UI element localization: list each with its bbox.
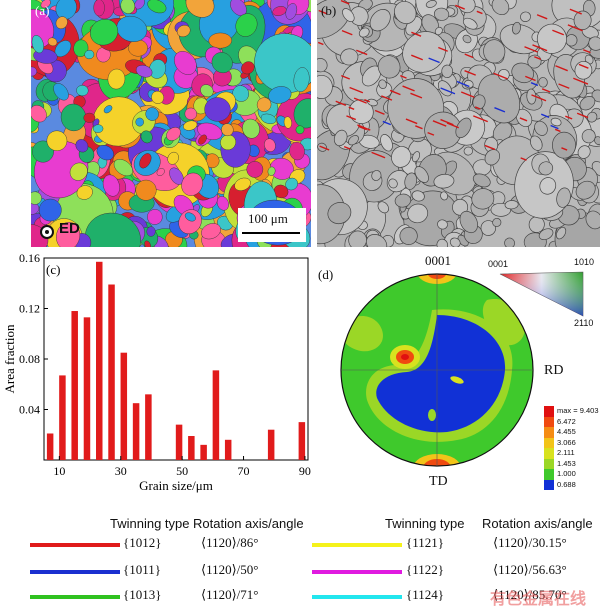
intensity-colorbar: max = 9.403 6.472 4.455 3.066 2.111 1.453 1.00… [544, 406, 600, 490]
colorbar-label: 1.000 [557, 469, 576, 478]
colorbar-row: max = 9.403 [544, 406, 600, 417]
bar [46, 433, 54, 460]
colorbar-row: 4.455 [544, 427, 600, 438]
legend-rot-left-1: ⟨1120⟩/50° [201, 562, 259, 577]
pole-label-0001: 0001 [425, 253, 451, 268]
x-tick-label: 50 [176, 464, 188, 478]
bar [71, 311, 78, 460]
bar [59, 375, 66, 460]
y-tick-label: 0.04 [19, 403, 40, 417]
legend-line-left-2 [30, 595, 120, 599]
legend-type-left-0: {1012} [123, 535, 162, 550]
y-tick-label: 0.16 [19, 251, 40, 265]
x-tick-label: 10 [53, 464, 65, 478]
x-tick-label: 70 [238, 464, 250, 478]
legend-header-rot-right: Rotation axis/angle [482, 516, 593, 531]
bar [212, 370, 220, 460]
colorbar-row: 1.453 [544, 458, 600, 469]
legend-rot-left-2: ⟨1120⟩/71° [201, 587, 259, 602]
legend-rot-right-0: ⟨1120⟩/30.15° [493, 535, 567, 550]
bar [145, 394, 152, 460]
colorbar-label: 2.111 [557, 448, 575, 457]
legend-line-left-1 [30, 570, 120, 574]
bar [120, 352, 128, 460]
legend-header-rot-left: Rotation axis/angle [193, 516, 304, 531]
y-tick-label: 0.12 [19, 302, 40, 316]
y-axis-label: Area fraction [2, 324, 17, 393]
grain-size-chart: 0.04 0.08 0.12 0.16 10 30 50 70 90 Grain size/μm A… [2, 251, 311, 493]
scale-bar-line [242, 232, 300, 234]
legend-rot-left-0: ⟨1120⟩/86° [201, 535, 259, 550]
legend-header-type-left: Twinning type [110, 516, 190, 531]
ebsd-ipf-map [31, 0, 311, 247]
x-tick-label: 30 [115, 464, 127, 478]
x-tick-label: 90 [299, 464, 311, 478]
pole-figure [340, 273, 534, 467]
panel-d-label: (d) [318, 267, 334, 282]
colorbar-label: 1.453 [557, 458, 576, 468]
bar [200, 444, 207, 460]
boundary-map-grains [317, 0, 600, 247]
colorbar-swatch [544, 427, 554, 438]
colorbar-label: 3.066 [557, 437, 576, 447]
ipf-key-1010: 1010 [574, 257, 595, 267]
y-tick-label: 0.08 [19, 352, 40, 366]
colorbar-swatch [544, 437, 554, 448]
pole-label-rd: RD [544, 363, 564, 378]
pole-label-td: TD [429, 474, 448, 489]
legend-rot-right-2: ⟨1120⟩/85.70° [493, 587, 567, 602]
grain-boundary-map [317, 0, 600, 247]
panel-b-label: (b) [321, 3, 337, 18]
panel-a-label: (a) [35, 3, 50, 18]
panel-c-label: (c) [46, 262, 60, 277]
bar [175, 424, 183, 460]
colorbar-label: 4.455 [557, 427, 576, 436]
colorbar-swatch [544, 469, 554, 480]
legend-line-right-0 [312, 543, 402, 547]
ed-direction-label: ED [59, 220, 80, 237]
legend-type-left-1: {1011} [123, 562, 161, 577]
colorbar-label: 6.472 [557, 416, 576, 426]
legend-rot-right-1: ⟨1120⟩/56.63° [493, 562, 567, 577]
legend-line-left-0 [30, 543, 120, 547]
colorbar-swatch [544, 406, 554, 417]
ipf-key-0001: 0001 [488, 259, 509, 269]
ipf-key-triangle [499, 271, 584, 317]
colorbar-row: 1.000 [544, 469, 600, 480]
colorbar-swatch [544, 448, 554, 459]
ipf-map-grains [31, 0, 311, 247]
colorbar-row: 2.111 [544, 448, 600, 459]
scale-bar-label: 100 μm [248, 211, 288, 226]
colorbar-row: 3.066 [544, 437, 600, 448]
colorbar-swatch [544, 416, 554, 427]
legend-type-right-0: {1121} [406, 535, 444, 550]
bar [267, 429, 275, 460]
legend-type-left-2: {1013} [123, 587, 162, 602]
bar [96, 261, 103, 460]
bar [108, 284, 115, 460]
watermark-text: 有色金属在线 [490, 589, 587, 608]
legend-type-right-2: {1124} [406, 587, 444, 602]
bar [83, 317, 91, 460]
colorbar-swatch [544, 479, 554, 490]
colorbar-label: 0.688 [557, 479, 576, 489]
bar [224, 439, 232, 460]
colorbar-label: max = 9.403 [557, 406, 599, 415]
colorbar-row: 6.472 [544, 416, 600, 427]
bar [132, 403, 140, 460]
legend-line-right-1 [312, 570, 402, 574]
ipf-key-2110: 2110 [574, 318, 594, 328]
colorbar-row: 0.688 [544, 479, 600, 490]
ed-direction-icon [40, 225, 54, 239]
bar [298, 422, 306, 460]
legend-line-right-2 [312, 595, 402, 599]
x-axis-label: Grain size/μm [139, 478, 213, 493]
legend-header-type-right: Twinning type [385, 516, 465, 531]
scale-bar-box: 100 μm [238, 208, 306, 242]
bar [188, 436, 195, 460]
legend-type-right-1: {1122} [406, 562, 444, 577]
colorbar-swatch [544, 458, 554, 469]
